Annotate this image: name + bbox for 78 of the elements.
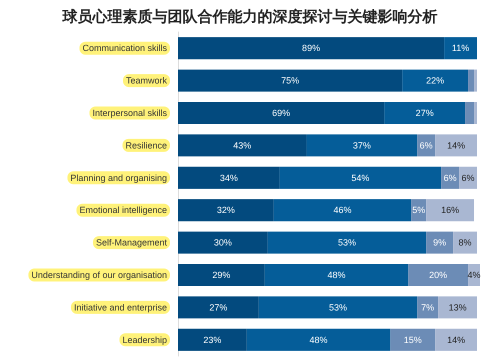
bar xyxy=(178,102,384,124)
data-label: 34% xyxy=(220,172,238,183)
bar xyxy=(426,232,454,254)
data-label: 9% xyxy=(433,238,446,248)
bar xyxy=(178,296,259,318)
data-label: 14% xyxy=(447,334,466,345)
data-label: 14% xyxy=(447,140,466,150)
y-tick-label: Emotional intelligence xyxy=(79,205,167,216)
bar xyxy=(178,328,247,351)
bar xyxy=(264,264,408,286)
bar xyxy=(435,134,478,156)
data-label: 32% xyxy=(216,205,235,216)
data-label: 48% xyxy=(310,334,328,345)
bar xyxy=(268,232,426,254)
chart-title: 球员心理素质与团队合作能力的深度探讨与关键影响分析 xyxy=(62,8,438,26)
bar xyxy=(178,232,268,254)
data-label: 46% xyxy=(333,205,352,216)
bar xyxy=(178,37,444,60)
data-label: 27% xyxy=(209,302,228,312)
y-tick-label: Communication skills xyxy=(82,43,168,54)
bar xyxy=(402,70,468,92)
bar xyxy=(426,199,474,222)
y-tick-label: Understanding of our organisation xyxy=(31,270,167,280)
bar xyxy=(384,102,466,124)
data-label: 43% xyxy=(233,140,252,150)
bar xyxy=(274,199,412,222)
bar xyxy=(465,102,474,124)
data-label: 53% xyxy=(328,302,347,312)
data-label: 53% xyxy=(338,238,356,248)
y-tick-label: Interpersonal skills xyxy=(92,108,168,118)
data-label: 7% xyxy=(421,302,434,312)
bar xyxy=(178,264,265,286)
bar xyxy=(474,70,478,92)
bar xyxy=(474,102,478,124)
y-tick-label: Initiative and enterprise xyxy=(74,302,167,312)
bar xyxy=(468,70,474,92)
bar xyxy=(178,70,402,92)
y-tick-label: Planning and organising xyxy=(70,172,167,183)
bar xyxy=(178,134,307,156)
bar xyxy=(390,328,436,351)
data-label: 30% xyxy=(214,238,232,248)
data-label: 6% xyxy=(420,140,433,150)
bar xyxy=(306,134,418,156)
bar xyxy=(417,296,438,318)
bar xyxy=(178,199,274,222)
data-label: 29% xyxy=(212,270,230,280)
data-label: 37% xyxy=(352,140,371,150)
data-label: 89% xyxy=(302,43,320,54)
data-label: 13% xyxy=(448,302,467,312)
bar xyxy=(408,264,468,286)
data-label: 6% xyxy=(462,172,475,183)
bar xyxy=(435,328,478,351)
data-label: 6% xyxy=(444,172,457,183)
data-label: 23% xyxy=(203,334,222,345)
data-label: 11% xyxy=(452,43,470,54)
data-label: 27% xyxy=(416,108,434,118)
data-label: 69% xyxy=(272,108,290,118)
bar xyxy=(444,37,478,60)
data-label: 22% xyxy=(426,76,444,86)
bar xyxy=(438,296,478,318)
data-label: 8% xyxy=(458,238,472,248)
data-label: 5% xyxy=(412,205,426,216)
y-tick-label: Resilience xyxy=(125,140,167,150)
data-label: 16% xyxy=(441,205,460,216)
y-tick-label: Self-Management xyxy=(96,238,168,248)
data-label: 20% xyxy=(429,270,448,280)
y-tick-label: Teamwork xyxy=(126,76,168,86)
data-label: 4% xyxy=(468,270,481,280)
bar xyxy=(258,296,418,318)
bar xyxy=(453,232,478,254)
bar xyxy=(280,166,442,189)
data-label: 54% xyxy=(351,172,370,183)
data-label: 75% xyxy=(281,76,300,86)
data-label: 15% xyxy=(404,334,422,345)
data-label: 48% xyxy=(327,270,346,280)
bar xyxy=(246,328,390,351)
bar xyxy=(178,166,280,189)
y-tick-label: Leadership xyxy=(122,334,167,345)
